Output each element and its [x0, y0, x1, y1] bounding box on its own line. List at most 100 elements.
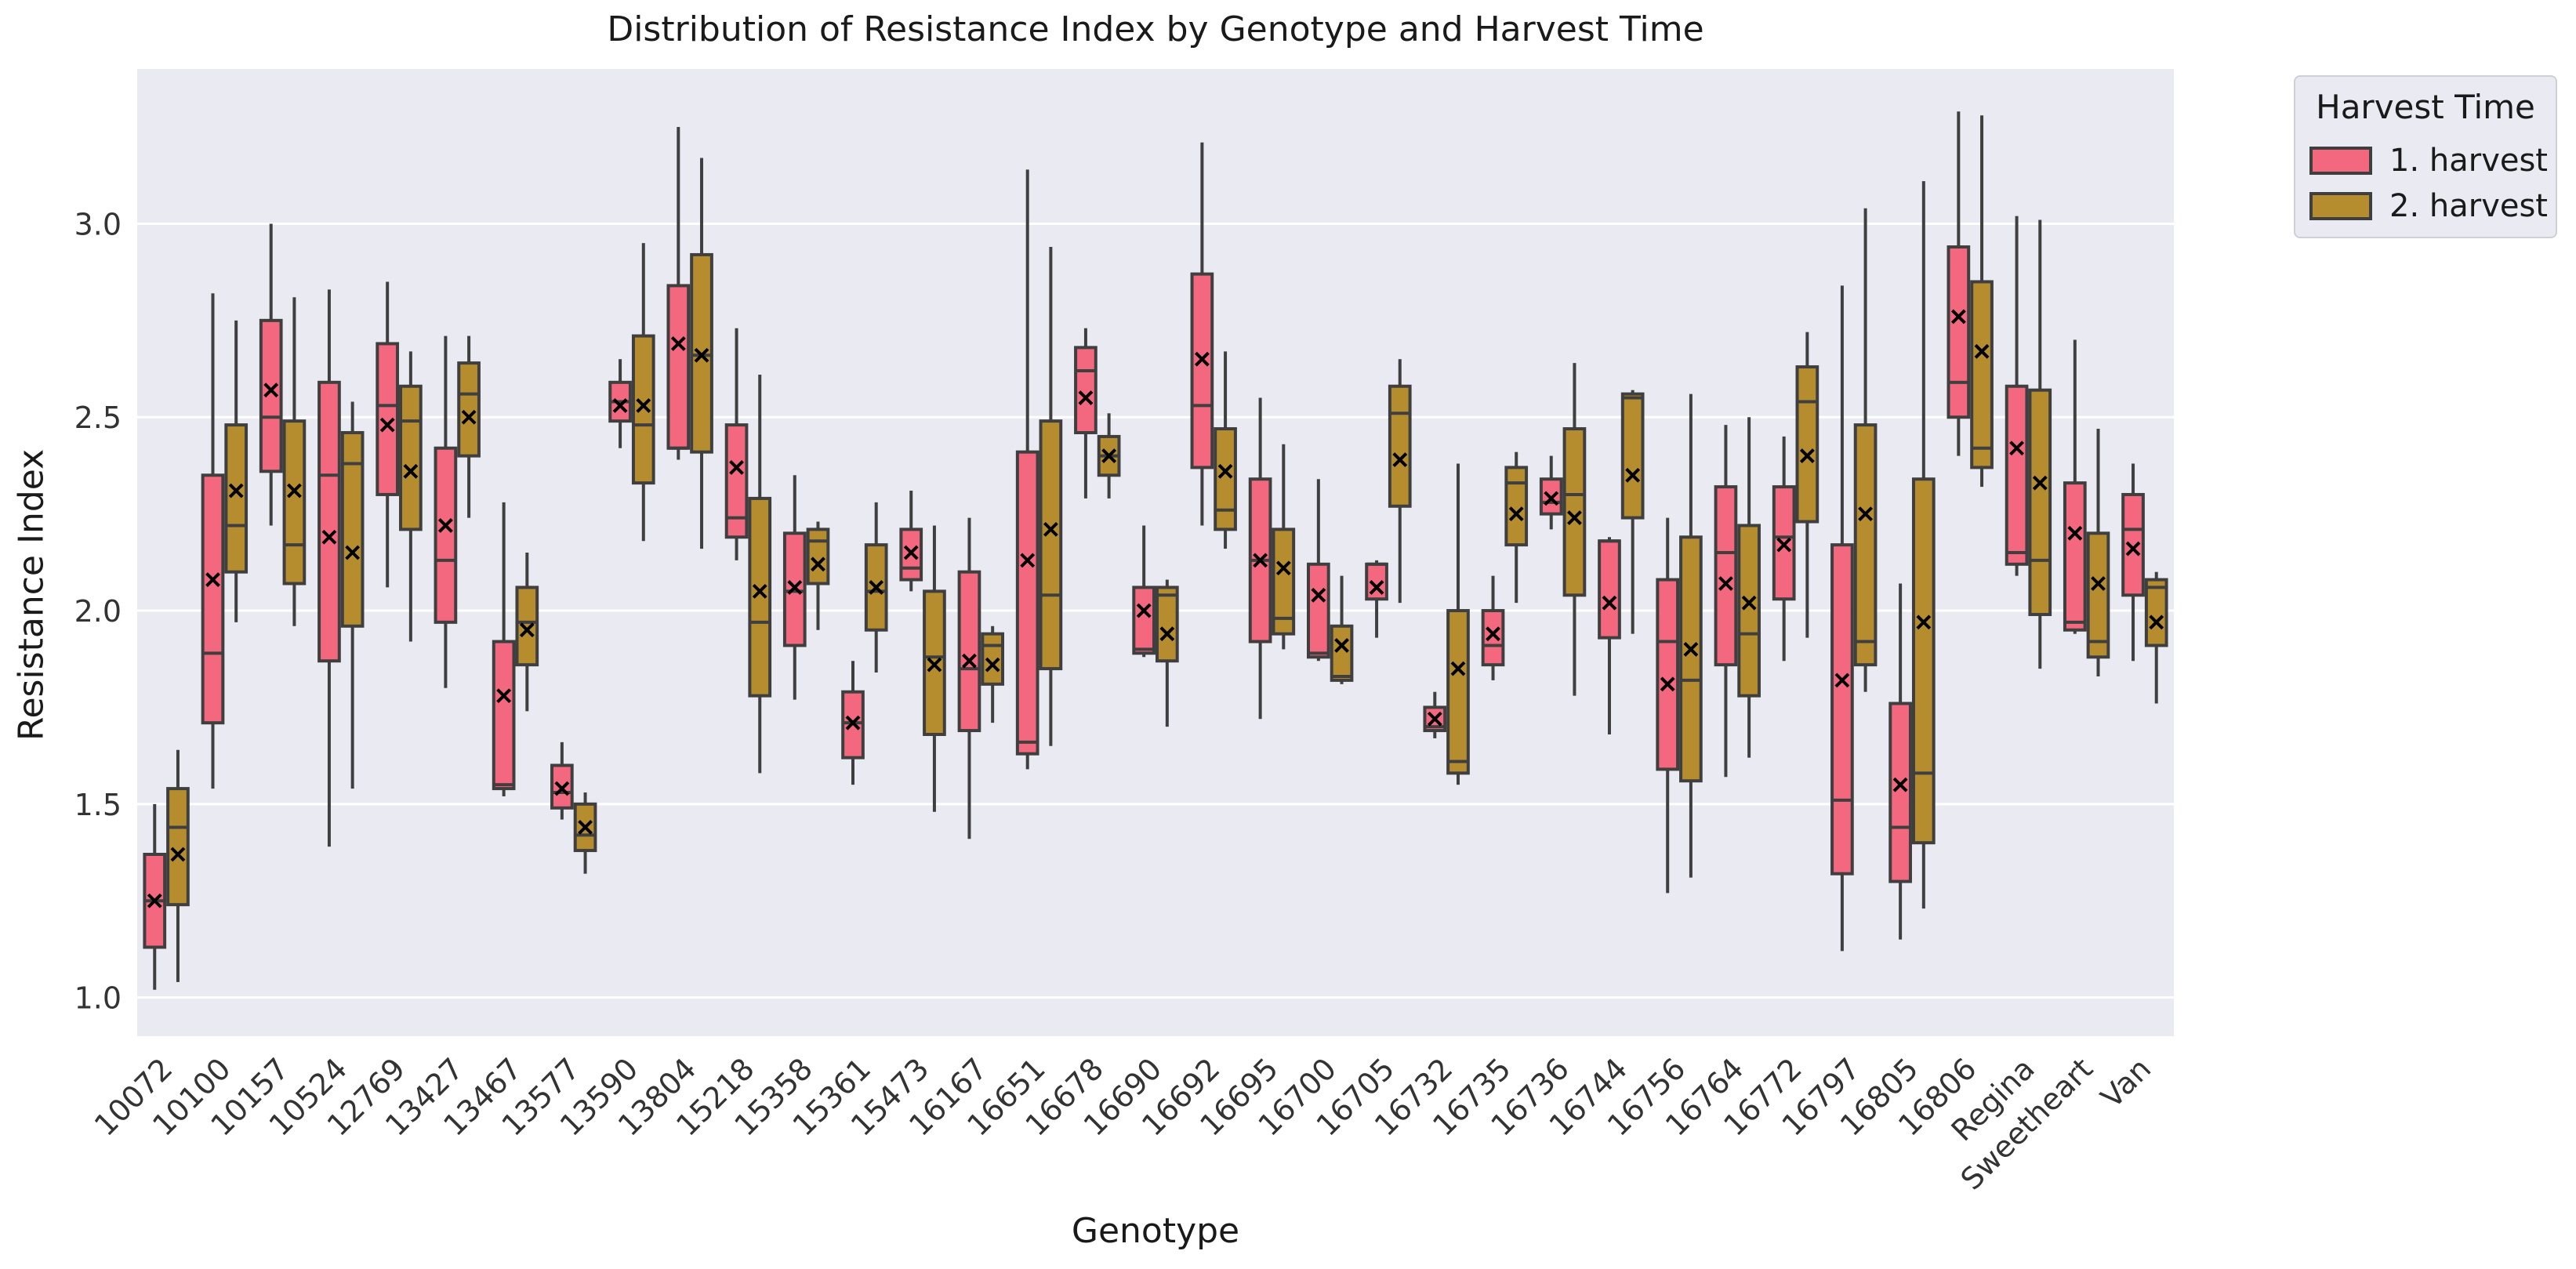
box-10072-harvest-1	[143, 803, 167, 990]
box-16678-harvest-2	[1097, 413, 1121, 499]
box-iqr	[782, 531, 807, 647]
box-13427-harvest-1	[434, 335, 458, 688]
box-16692-harvest-1	[1190, 142, 1214, 526]
box-16805-harvest-1	[1888, 583, 1912, 940]
mean-marker	[1776, 537, 1792, 553]
box-16744-harvest-2	[1620, 390, 1645, 634]
box-iqr	[201, 473, 225, 725]
mean-marker	[1834, 673, 1850, 688]
box-iqr	[1446, 609, 1470, 775]
box-iqr	[1481, 609, 1505, 667]
mean-marker	[578, 820, 593, 835]
box-16705-harvest-2	[1388, 359, 1412, 604]
mean-marker	[263, 383, 279, 398]
box-iqr	[631, 334, 655, 485]
box-iqr	[1620, 392, 1645, 520]
box-10157-harvest-1	[259, 223, 283, 526]
mean-marker	[1683, 641, 1699, 657]
box-Regina-harvest-2	[2028, 219, 2052, 669]
mean-marker	[2067, 525, 2083, 541]
legend-item-harvest-1: 1. harvest	[2309, 143, 2548, 179]
mean-marker	[1078, 390, 1094, 405]
chart-title: Distribution of Resistance Index by Geno…	[607, 9, 1704, 49]
box-16736-harvest-1	[1539, 455, 1563, 530]
box-Van-harvest-2	[2144, 571, 2168, 704]
box-10072-harvest-2	[166, 749, 190, 982]
mean-marker	[1275, 560, 1291, 576]
box-15473-harvest-1	[899, 491, 923, 592]
box-12769-harvest-2	[399, 351, 423, 642]
mean-marker	[1136, 603, 1152, 618]
box-iqr	[1156, 586, 1179, 663]
mean-marker	[170, 847, 186, 862]
box-16764-harvest-2	[1737, 417, 1761, 758]
box-16797-harvest-2	[1853, 208, 1878, 692]
mean-marker	[1101, 448, 1117, 464]
mean-marker	[287, 483, 302, 499]
mean-marker	[1799, 448, 1815, 464]
box-iqr	[1365, 562, 1388, 601]
box-iqr	[434, 446, 458, 624]
mean-marker	[612, 398, 628, 413]
box-iqr	[923, 589, 946, 736]
box-iqr	[806, 528, 830, 586]
mean-marker	[694, 347, 709, 363]
mean-marker	[321, 529, 337, 545]
mean-marker	[496, 688, 512, 704]
box-16764-harvest-1	[1714, 425, 1738, 778]
y-tick-label: 3.0	[74, 207, 122, 241]
box-iqr	[259, 318, 283, 473]
box-Regina-harvest-1	[2005, 216, 2029, 576]
mean-marker	[845, 715, 861, 731]
y-tick-label: 1.5	[74, 788, 122, 822]
box-iqr	[1306, 562, 1330, 659]
box-iqr	[957, 570, 981, 733]
mean-marker	[228, 483, 244, 499]
box-iqr	[376, 342, 400, 496]
box-iqr	[1562, 427, 1587, 597]
box-iqr	[2121, 492, 2145, 597]
box-16705-harvest-1	[1365, 560, 1388, 638]
mean-marker	[1544, 491, 1559, 506]
mean-marker	[1602, 595, 1617, 611]
box-iqr	[399, 384, 423, 531]
box-16692-harvest-2	[1214, 351, 1237, 549]
box-15473-harvest-2	[923, 525, 946, 812]
box-13467-harvest-1	[492, 502, 516, 796]
box-iqr	[2005, 384, 2029, 566]
box-iqr	[1598, 539, 1621, 640]
box-16678-harvest-1	[1074, 328, 1098, 499]
box-iqr	[2028, 388, 2052, 616]
mean-marker	[1916, 615, 1932, 630]
mean-marker	[670, 336, 686, 351]
box-iqr	[1830, 543, 1854, 876]
mean-marker	[205, 572, 220, 587]
box-16735-harvest-1	[1481, 575, 1505, 680]
box-13804-harvest-1	[666, 127, 691, 460]
box-iqr	[1714, 485, 1738, 667]
mean-marker	[1369, 580, 1384, 595]
mean-marker	[345, 545, 361, 560]
y-tick-labels: 1.0 1.5 2.0 2.5 3.0	[74, 207, 122, 1015]
mean-marker	[1718, 576, 1733, 591]
y-tick-label: 2.5	[74, 401, 122, 435]
legend-label-harvest-1: 1. harvest	[2389, 143, 2548, 179]
legend-label-harvest-2: 2. harvest	[2389, 188, 2548, 224]
legend-title: Harvest Time	[2316, 88, 2535, 126]
box-16732-harvest-1	[1423, 691, 1447, 738]
box-16690-harvest-2	[1156, 579, 1179, 727]
box-16695-harvest-1	[1248, 397, 1272, 720]
box-15361-harvest-1	[841, 661, 865, 785]
box-12769-harvest-1	[376, 281, 400, 588]
box-15358-harvest-2	[806, 521, 830, 630]
box-iqr	[457, 361, 481, 458]
mean-marker	[437, 518, 453, 533]
mean-marker	[903, 545, 919, 560]
box-16167-harvest-2	[981, 625, 1005, 723]
legend: Harvest Time 1. harvest 2. harvest	[2294, 75, 2557, 238]
mean-marker	[787, 580, 803, 595]
box-iqr	[166, 787, 190, 907]
y-tick-label: 1.0	[74, 981, 122, 1016]
mean-marker	[927, 657, 942, 673]
legend-item-harvest-2: 2. harvest	[2309, 188, 2548, 224]
